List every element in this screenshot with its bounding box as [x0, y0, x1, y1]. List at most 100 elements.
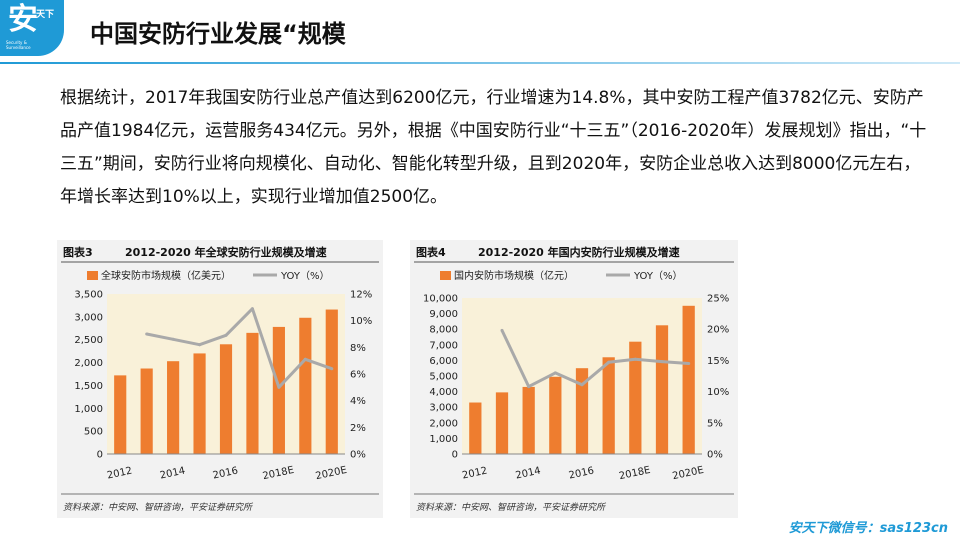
y-right-tick-label: 10% — [350, 316, 372, 327]
chart-domestic-market: 图表4 2012-2020 年国内安防行业规模及增速国内安防市场规模（亿元） YOY… — [410, 240, 738, 518]
y-left-tick-label: 10,000 — [423, 294, 458, 305]
chart-title: 2012-2020 年国内安防行业规模及增速 — [478, 245, 680, 259]
y-left-tick-label: 6,000 — [429, 356, 458, 367]
bar — [682, 305, 695, 454]
y-right-tick-label: 20% — [707, 325, 729, 336]
yoy-line — [500, 329, 689, 389]
x-tick-label: 2018E — [262, 465, 295, 482]
bar — [272, 326, 285, 454]
chart-fig-label: 图表3 — [63, 245, 93, 259]
y-right-tick-label: 4% — [350, 396, 366, 407]
brand-logo: 安 天下 Security & Surveillance — [0, 0, 64, 56]
y-left-tick-label: 2,500 — [74, 335, 103, 346]
bar — [246, 332, 259, 454]
y-right-tick-label: 15% — [707, 356, 729, 367]
y-right-tick-label: 8% — [350, 343, 366, 354]
y-left-tick-label: 1,000 — [74, 404, 103, 415]
y-left-tick-label: 5,000 — [429, 372, 458, 383]
chart-fig-label: 图表4 — [416, 245, 446, 259]
logo-char: 安 — [8, 2, 38, 37]
y-right-tick-label: 5% — [707, 418, 723, 429]
yoy-point — [660, 360, 664, 364]
bar — [114, 375, 127, 454]
y-left-tick-label: 2,000 — [74, 358, 103, 369]
yoy-point — [198, 343, 202, 347]
x-tick-label: 2014 — [159, 466, 186, 482]
bar — [167, 361, 180, 454]
bar — [522, 386, 535, 454]
y-right-tick-label: 10% — [707, 387, 729, 398]
yoy-point — [500, 328, 504, 332]
x-tick-label: 2012 — [461, 466, 488, 482]
x-tick-label: 2014 — [515, 466, 542, 482]
legend-swatch-bar — [87, 271, 98, 280]
legend-label-bar: 全球安防市场规模（亿美元） — [101, 269, 231, 282]
yoy-line — [146, 307, 333, 389]
yoy-point — [553, 371, 557, 375]
legend-label-line: YOY（%） — [633, 270, 683, 282]
y-left-tick-label: 1,500 — [74, 381, 103, 392]
bar — [549, 376, 562, 454]
bar — [495, 392, 509, 454]
chart-source: 资料来源：中安网、智研咨询，平安证券研究所 — [63, 502, 254, 513]
bar — [193, 353, 206, 454]
y-left-tick-label: 8,000 — [429, 325, 458, 336]
x-tick-label: 2020E — [315, 465, 348, 482]
y-left-tick-label: 0 — [97, 450, 103, 461]
yoy-point — [330, 367, 334, 371]
yoy-point — [527, 385, 531, 389]
bar — [299, 317, 312, 454]
y-right-tick-label: 12% — [350, 290, 372, 301]
legend-label-line: YOY（%） — [280, 270, 330, 282]
x-tick-label: 2018E — [618, 465, 651, 482]
x-tick-label: 2020E — [671, 465, 704, 482]
bar — [602, 357, 615, 454]
yoy-point — [580, 383, 584, 387]
legend-swatch-bar — [440, 271, 451, 280]
chart-title: 2012-2020 年全球安防行业规模及增速 — [125, 245, 327, 259]
y-left-tick-label: 500 — [84, 427, 103, 438]
yoy-point — [633, 357, 637, 361]
x-tick-label: 2016 — [212, 466, 239, 482]
logo-sub: 天下 — [36, 10, 55, 20]
y-right-tick-label: 0% — [707, 450, 723, 461]
bar — [140, 368, 153, 454]
y-left-tick-label: 3,000 — [429, 403, 458, 414]
yoy-point — [145, 332, 149, 336]
y-left-tick-label: 4,000 — [429, 387, 458, 398]
logo-en: Security & Surveillance — [6, 40, 31, 50]
x-tick-label: 2016 — [568, 466, 595, 482]
chart-global-market: 图表3 2012-2020 年全球安防行业规模及增速全球安防市场规模（亿美元） YO… — [57, 240, 383, 518]
bar — [219, 344, 233, 454]
legend-label-bar: 国内安防市场规模（亿元） — [454, 269, 574, 282]
y-right-tick-label: 0% — [350, 450, 366, 461]
y-right-tick-label: 25% — [707, 294, 729, 305]
header-divider — [0, 62, 960, 64]
x-tick-label: 2012 — [106, 466, 133, 482]
yoy-point — [171, 337, 175, 341]
y-right-tick-label: 6% — [350, 370, 366, 381]
y-left-tick-label: 0 — [452, 450, 458, 461]
bar — [469, 402, 482, 454]
y-left-tick-label: 1,000 — [429, 434, 458, 445]
y-left-tick-label: 7,000 — [429, 340, 458, 351]
bar — [629, 341, 642, 454]
y-left-tick-label: 3,500 — [74, 290, 103, 301]
page-title: 中国安防行业发展“规模 — [90, 20, 346, 48]
bar — [325, 309, 338, 454]
yoy-point — [250, 307, 254, 311]
y-right-tick-label: 2% — [350, 423, 366, 434]
bar — [575, 368, 589, 454]
y-left-tick-label: 9,000 — [429, 309, 458, 320]
yoy-point — [224, 333, 228, 337]
yoy-point — [687, 362, 691, 365]
y-left-tick-label: 2,000 — [429, 418, 458, 429]
y-left-tick-label: 3,000 — [74, 312, 103, 323]
yoy-point — [277, 385, 281, 389]
intro-paragraph: 根据统计，2017年我国安防行业总产值达到6200亿元，行业增速为14.8%，其… — [60, 88, 927, 207]
bar — [655, 325, 669, 454]
chart-source: 资料来源：中安网、智研咨询，平安证券研究所 — [416, 502, 607, 513]
footer-credit: 安天下微信号：sas123cn — [788, 521, 948, 536]
